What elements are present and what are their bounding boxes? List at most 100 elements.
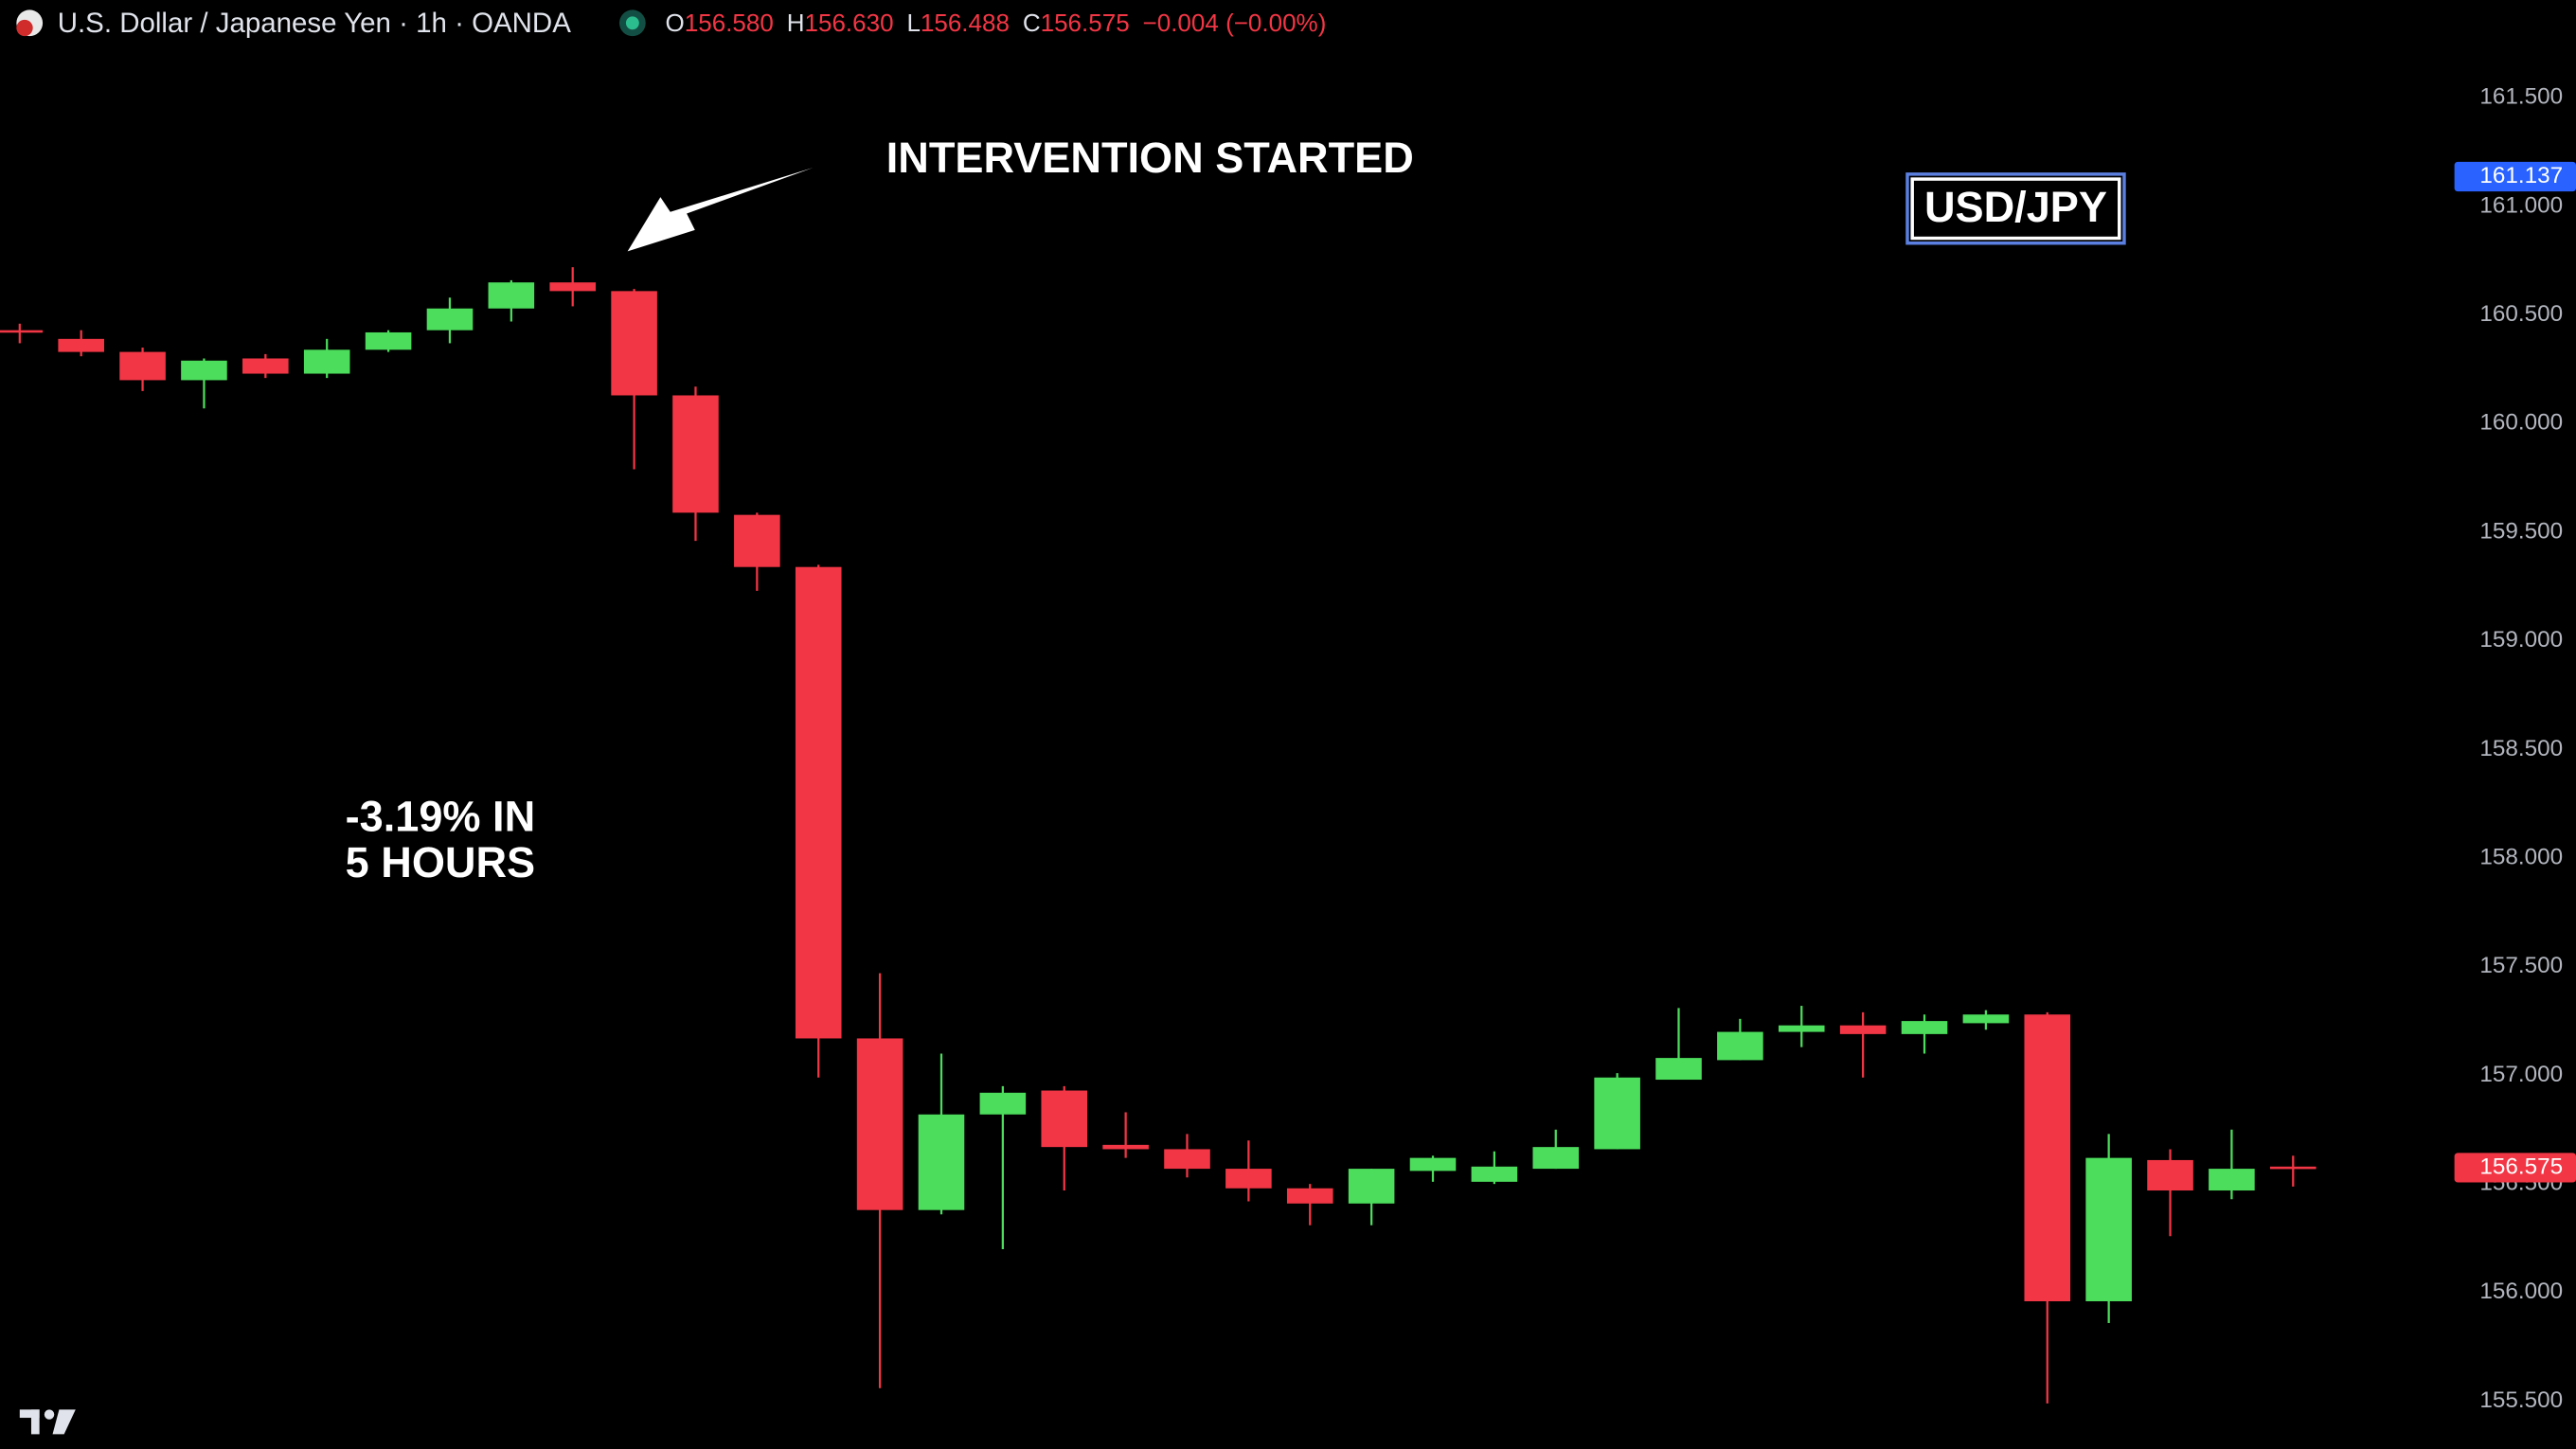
candle xyxy=(611,289,657,470)
candle-body xyxy=(2209,1169,2255,1191)
candle-body xyxy=(734,514,780,567)
candle-body xyxy=(979,1092,1027,1115)
ohlc-value: 156.488 xyxy=(921,9,1010,37)
logo-part xyxy=(44,1409,55,1420)
candle xyxy=(979,1085,1027,1249)
ohlc-value: 156.580 xyxy=(685,9,774,37)
candle-body xyxy=(2085,1157,2132,1302)
candle-body xyxy=(2270,1166,2317,1170)
candle-body xyxy=(1962,1014,2010,1024)
status-dot xyxy=(625,16,639,30)
candle xyxy=(0,323,44,344)
ohlc-value: 156.575 xyxy=(1041,9,1130,37)
candle-body xyxy=(1348,1169,1395,1204)
candle-body xyxy=(1594,1077,1640,1150)
candle-body xyxy=(795,566,842,1039)
candle xyxy=(549,267,596,307)
candle xyxy=(488,279,535,322)
candle xyxy=(2209,1129,2255,1200)
annotation-text: -3.19% IN xyxy=(346,793,536,841)
candle xyxy=(2085,1134,2132,1323)
flag-icon-inner xyxy=(16,19,33,37)
candle xyxy=(1348,1169,1395,1225)
price-tag-label: 161.137 xyxy=(2479,163,2563,188)
candle xyxy=(1225,1140,1272,1202)
candle xyxy=(1655,1008,1702,1081)
candle-body xyxy=(611,291,657,396)
y-tick-label: 159.500 xyxy=(2479,518,2563,544)
candle-body xyxy=(1409,1157,1457,1172)
candle-body xyxy=(2147,1159,2193,1191)
candle xyxy=(1041,1085,1088,1191)
ohlc-value: 156.630 xyxy=(805,9,894,37)
candle-body xyxy=(1901,1021,1948,1034)
candle xyxy=(1778,1006,1825,1047)
candle-body xyxy=(918,1114,965,1210)
price-tag xyxy=(2454,1153,2576,1183)
candle xyxy=(303,338,350,379)
candle xyxy=(1962,1010,2010,1030)
candle-body xyxy=(549,282,596,292)
candle-body xyxy=(1717,1031,1763,1061)
ohlc-change: −0.004 (−0.00%) xyxy=(1143,9,1327,37)
candle-body xyxy=(426,308,474,331)
candle-body xyxy=(303,349,350,374)
ohlc-key: L xyxy=(906,9,920,37)
symbol-box-inner xyxy=(1910,177,2121,241)
candle xyxy=(365,330,412,352)
candle-body xyxy=(0,330,44,333)
candle-body xyxy=(1778,1025,1825,1032)
y-tick-label: 161.000 xyxy=(2479,192,2563,218)
candle-body xyxy=(1471,1166,1518,1182)
ohlc-key: C xyxy=(1023,9,1041,37)
ohlc-key: H xyxy=(787,9,805,37)
candle-body xyxy=(1225,1169,1272,1189)
candle xyxy=(1594,1073,1640,1150)
y-tick-label: 160.000 xyxy=(2479,410,2563,436)
candle-body xyxy=(242,358,289,374)
ohlc-header: O156.580 H156.630 L156.488 C156.575 −0.004 (… xyxy=(666,9,1327,37)
candle-body xyxy=(181,360,227,381)
y-tick-label: 158.000 xyxy=(2479,844,2563,869)
candle xyxy=(2024,1011,2071,1404)
y-tick-label: 158.500 xyxy=(2479,736,2563,761)
candle-body xyxy=(1286,1188,1333,1204)
arrow xyxy=(627,167,814,252)
candle-body xyxy=(1532,1147,1580,1170)
annotation-text: INTERVENTION STARTED xyxy=(886,134,1414,182)
candle-body xyxy=(58,338,104,352)
candle xyxy=(795,564,842,1078)
candle xyxy=(734,512,780,591)
candle xyxy=(1901,1014,1948,1054)
candle xyxy=(58,330,104,357)
candle xyxy=(242,353,289,379)
candle xyxy=(1532,1129,1580,1170)
y-tick-label: 157.500 xyxy=(2479,953,2563,978)
candle xyxy=(1102,1112,1149,1158)
candle-body xyxy=(1041,1090,1088,1148)
candle xyxy=(856,973,903,1388)
y-tick-label: 161.500 xyxy=(2479,84,2563,110)
candle xyxy=(181,358,227,409)
candle xyxy=(1164,1134,1210,1178)
candle-body xyxy=(1839,1025,1887,1034)
candle-body xyxy=(365,331,412,350)
y-tick-label: 156.000 xyxy=(2479,1279,2563,1304)
candle xyxy=(1717,1018,1763,1061)
candle-body xyxy=(1655,1058,1702,1081)
ohlc-key: O xyxy=(666,9,685,37)
symbol-box xyxy=(1905,172,2126,245)
candle-body xyxy=(672,395,719,513)
logo-part xyxy=(19,1409,40,1419)
candle xyxy=(426,297,474,344)
candle xyxy=(1286,1184,1333,1225)
candle-body xyxy=(119,351,166,381)
y-tick-label: 155.500 xyxy=(2479,1387,2563,1413)
candle-body xyxy=(1102,1144,1149,1150)
logo-part xyxy=(52,1409,76,1435)
y-tick-label: 159.000 xyxy=(2479,627,2563,653)
logo-part xyxy=(30,1409,40,1435)
